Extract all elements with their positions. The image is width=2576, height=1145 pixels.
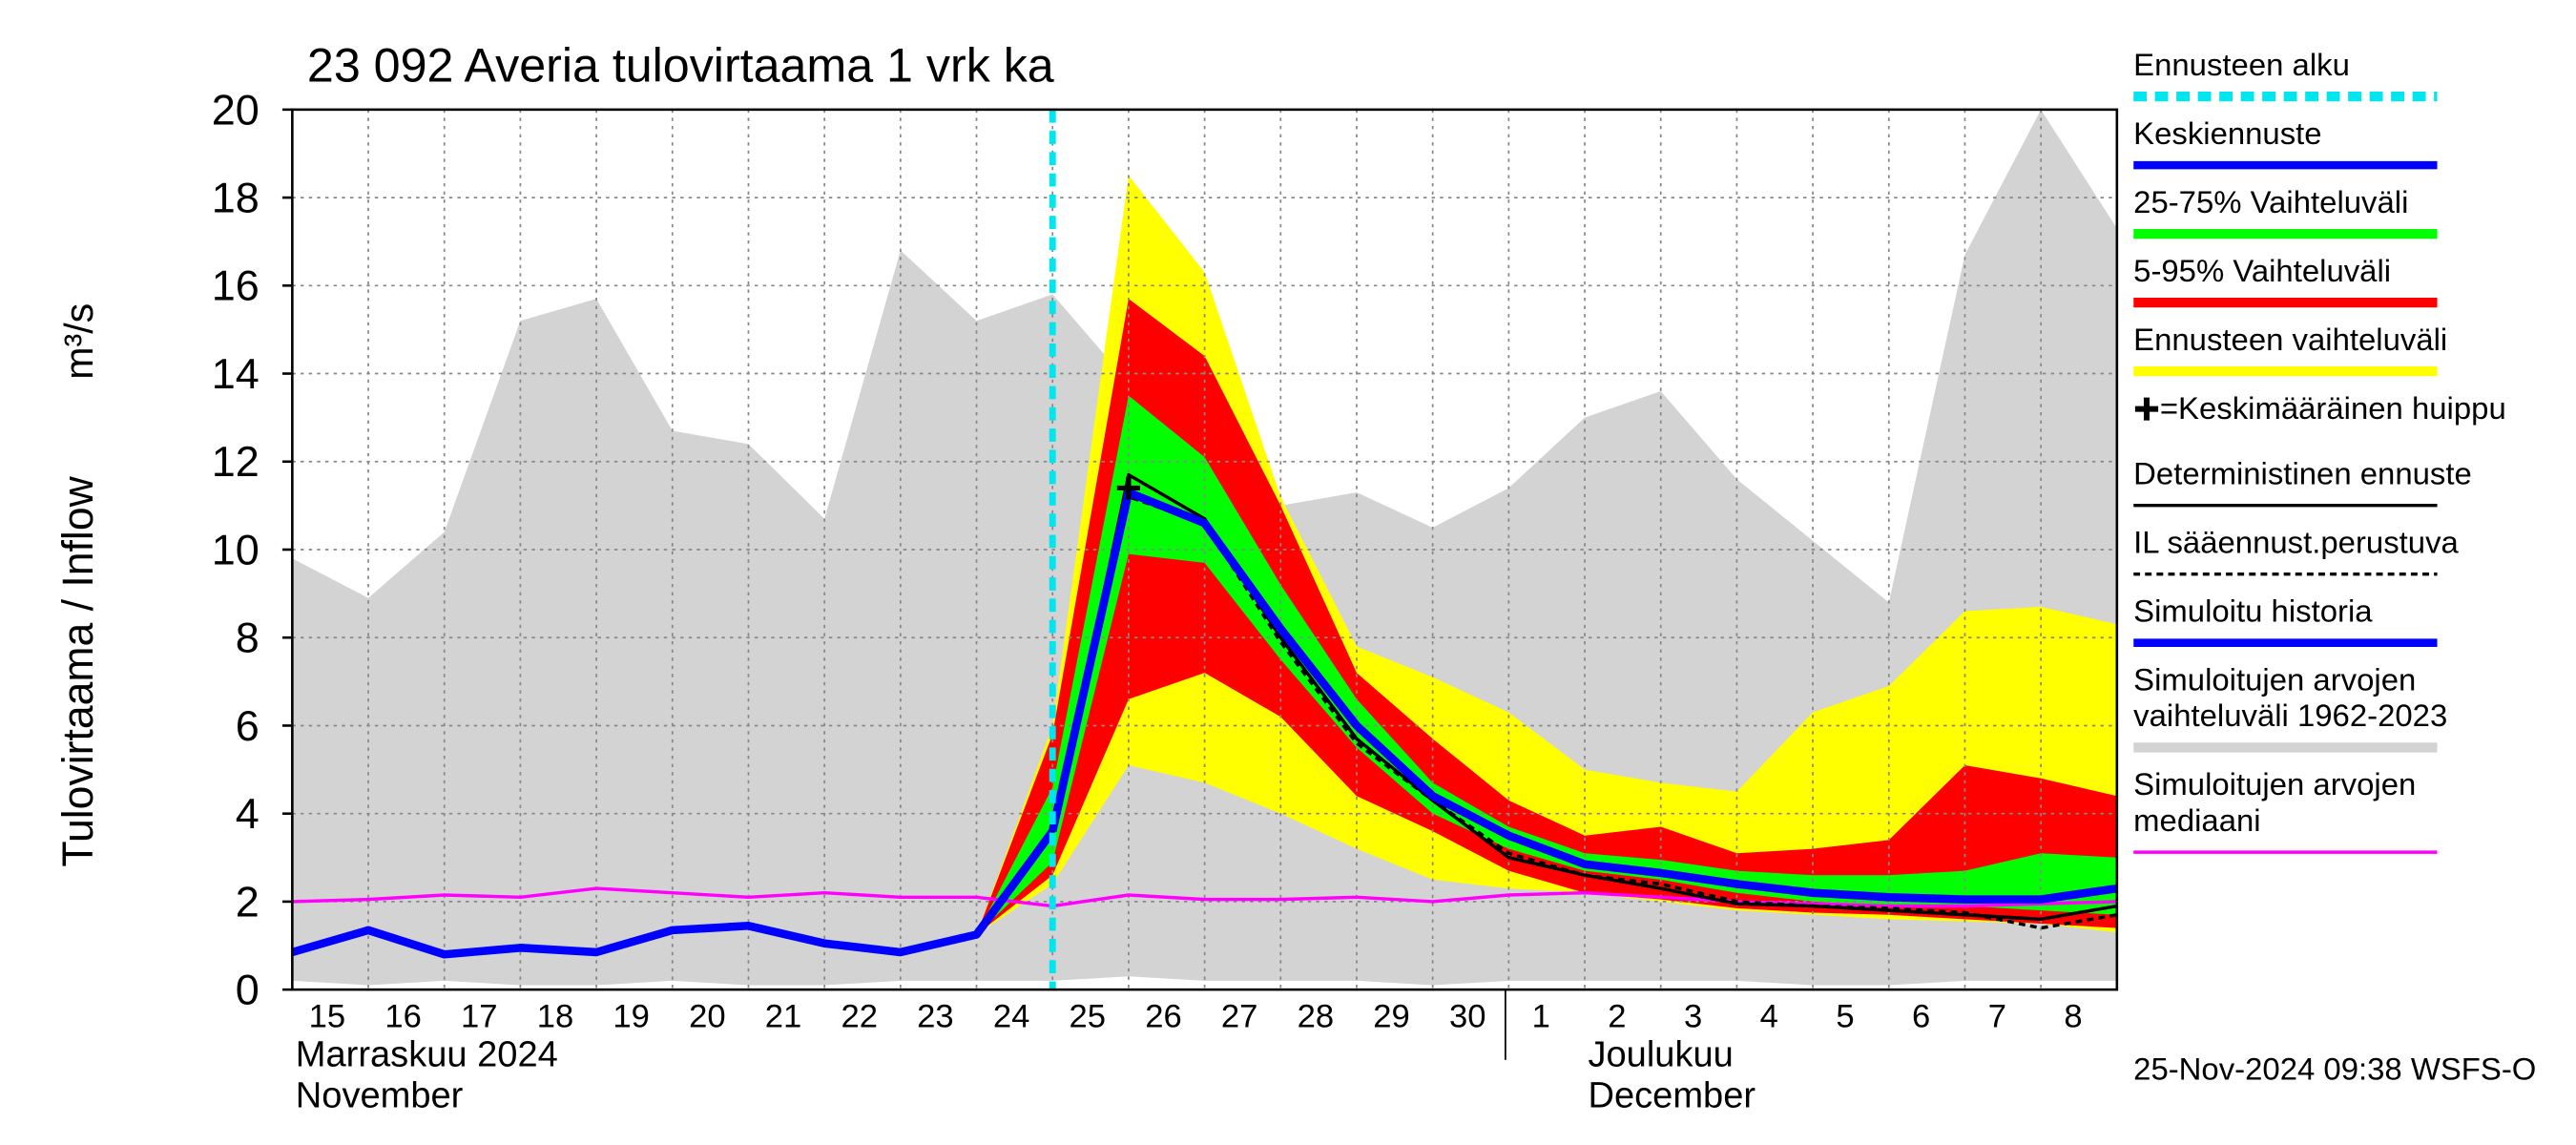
legend-item: Ennusteen alku [2133, 49, 2517, 103]
peak-marker [1116, 476, 1141, 500]
x-tick-label: 19 [613, 999, 649, 1035]
legend-item: Deterministinen ennuste [2133, 458, 2517, 512]
y-tick-label: 12 [212, 438, 260, 486]
legend-swatch [2133, 572, 2438, 576]
y-axis-unit: m³/s [57, 303, 101, 380]
x-tick-label: 28 [1298, 999, 1334, 1035]
legend-swatch [2133, 850, 2438, 854]
x-tick-label: 30 [1449, 999, 1485, 1035]
legend-label: Ennusteen vaihteluväli [2133, 323, 2448, 359]
month-label-en: November [296, 1076, 464, 1116]
y-tick-label: 2 [236, 879, 260, 926]
plot-frame [291, 108, 2119, 991]
timestamp: 25-Nov-2024 09:38 WSFS-O [2133, 1053, 2537, 1089]
chart-title: 23 092 Averia tulovirtaama 1 vrk ka [307, 39, 1054, 93]
x-tick-label: 22 [841, 999, 877, 1035]
x-tick-label: 25 [1070, 999, 1106, 1035]
data-layer [291, 109, 2118, 991]
month-label-en: December [1588, 1076, 1755, 1116]
legend-swatch [2133, 504, 2438, 508]
x-tick-label: 26 [1145, 999, 1181, 1035]
legend-marker-icon [2134, 397, 2159, 421]
x-tick-label: 7 [1988, 999, 2006, 1035]
legend-swatch [2133, 298, 2438, 308]
x-tick-label: 17 [461, 999, 497, 1035]
y-tick-label: 4 [236, 790, 260, 838]
x-tick-label: 2 [1608, 999, 1626, 1035]
y-tick-label: 20 [212, 86, 260, 134]
legend-item: 5-95% Vaihteluväli [2133, 255, 2517, 309]
x-tick-label: 15 [309, 999, 345, 1035]
x-tick-label: 5 [1836, 999, 1854, 1035]
legend-label: Ennusteen alku [2133, 49, 2350, 84]
series-line [1048, 488, 2118, 904]
x-tick-label: 18 [537, 999, 573, 1035]
band [976, 176, 2117, 935]
legend-item: Ennusteen vaihteluväli [2133, 323, 2517, 378]
y-axis-label: Tulovirtaama / Inflow [54, 476, 102, 867]
legend-swatch [2133, 229, 2438, 239]
y-tick-label: 8 [236, 614, 260, 662]
legend-swatch [2133, 160, 2438, 170]
series-line [292, 886, 2117, 908]
legend-label: 5-95% Vaihteluväli [2133, 255, 2392, 290]
x-tick-label: 8 [2064, 999, 2082, 1035]
x-tick-label: 29 [1373, 999, 1409, 1035]
legend-item: 25-75% Vaihteluväli [2133, 186, 2517, 240]
legend-item: Keskiennuste [2133, 117, 2517, 172]
legend-swatch [2133, 92, 2438, 102]
legend-label: IL sääennust.perustuva [2133, 527, 2459, 562]
legend-item: IL sääennust.perustuva [2133, 527, 2517, 581]
legend-label-row: =Keskimääräinen huippu [2133, 392, 2517, 428]
legend-label: 25-75% Vaihteluväli [2133, 186, 2409, 221]
y-tick-label: 16 [212, 262, 260, 310]
y-tick-label: 10 [212, 527, 260, 574]
y-tick-label: 18 [212, 175, 260, 222]
legend-label: =Keskimääräinen huippu [2159, 392, 2506, 427]
legend-label: Simuloitujen arvojen mediaani [2133, 768, 2417, 840]
x-tick-label: 21 [765, 999, 801, 1035]
legend-label: Keskiennuste [2133, 117, 2322, 153]
x-tick-label: 3 [1684, 999, 1702, 1035]
x-tick-label: 1 [1532, 999, 1550, 1035]
chart: 23 092 Averia tulovirtaama 1 vrk ka Tulo… [54, 39, 2119, 1116]
y-tick-label: 14 [212, 350, 260, 398]
legend-label: Simuloitujen arvojen vaihteluväli 1962-2… [2133, 664, 2448, 735]
x-tick-label: 20 [689, 999, 725, 1035]
legend-swatch [2133, 366, 2438, 377]
band [976, 395, 2117, 935]
series-line [291, 828, 1056, 959]
legend-item: Simuloitujen arvojen vaihteluväli 1962-2… [2133, 664, 2517, 754]
x-tick-label: 6 [1912, 999, 1930, 1035]
y-tick-label: 0 [236, 967, 260, 1014]
legend-label: Deterministinen ennuste [2133, 458, 2472, 493]
legend-item: Simuloitujen arvojen mediaani [2133, 769, 2517, 859]
legend-item: Simuloitu historia [2133, 595, 2517, 650]
x-tick-label: 27 [1221, 999, 1257, 1035]
legend-marker [2134, 397, 2159, 421]
y-tick-label: 6 [236, 702, 260, 750]
x-tick-label: 4 [1760, 999, 1778, 1035]
legend: Ennusteen alku Keskiennuste 25-75% Vaihtel… [2133, 49, 2517, 873]
legend-swatch [2133, 742, 2438, 753]
legend-item: =Keskimääräinen huippu [2133, 392, 2517, 428]
x-tick-label: 23 [917, 999, 953, 1035]
month-label: Marraskuu 2024 [296, 1035, 558, 1075]
month-label: Joulukuu [1588, 1035, 1733, 1075]
x-tick-label: 24 [993, 999, 1029, 1035]
x-tick-label: 16 [384, 999, 421, 1035]
legend-swatch [2133, 638, 2438, 648]
legend-label: Simuloitu historia [2133, 595, 2373, 631]
